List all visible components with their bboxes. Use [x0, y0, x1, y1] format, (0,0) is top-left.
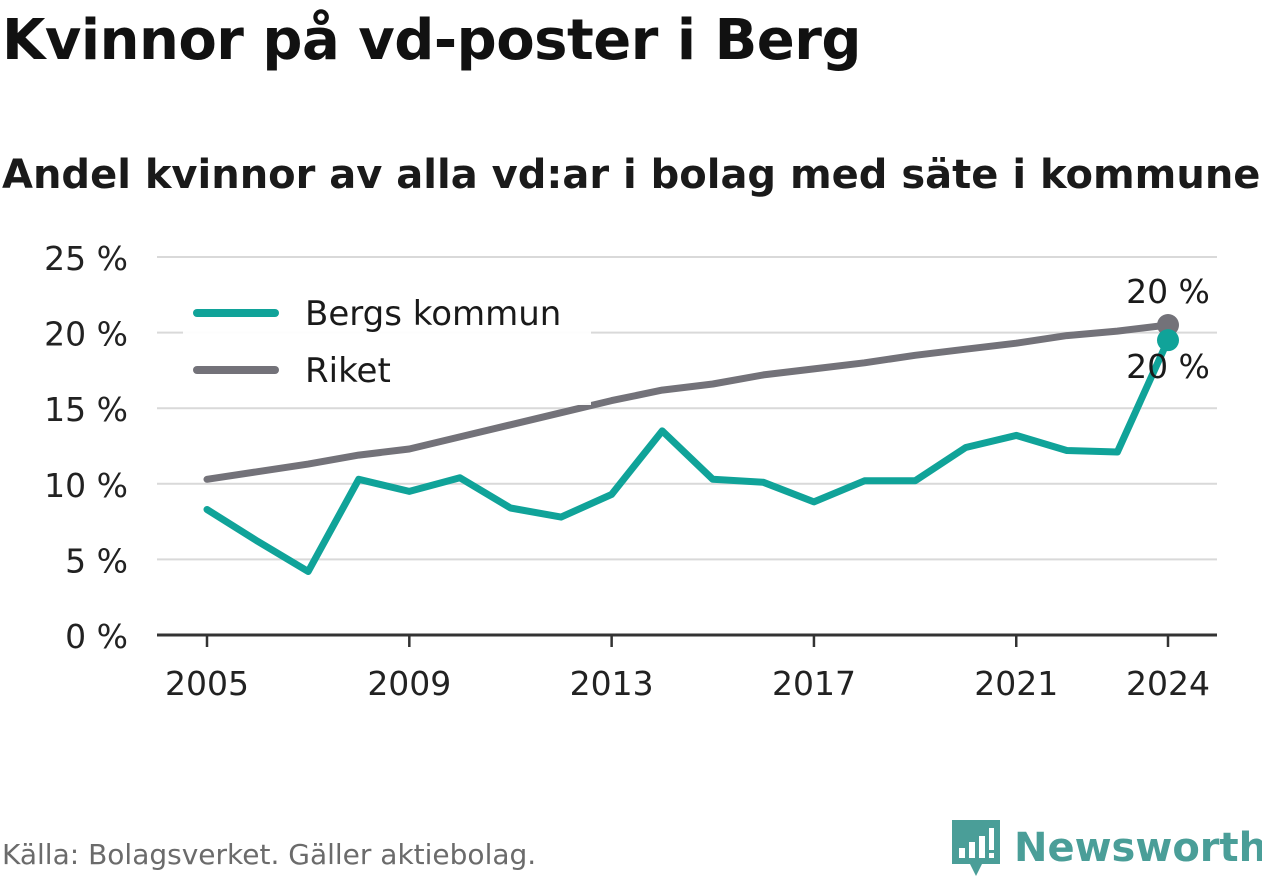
- legend-label: Bergs kommun: [305, 294, 561, 334]
- y-axis-ticks: 0 % 5 % 10 % 15 % 20 % 25 %: [44, 239, 128, 656]
- newsworthy-logo: Newsworthy: [950, 818, 1262, 878]
- chart-title: Kvinnor på vd-poster i Berg: [2, 8, 861, 73]
- series-line-riket: [203, 321, 1172, 483]
- legend-box: [183, 283, 591, 405]
- gridlines: [157, 256, 1217, 637]
- source-note: Källa: Bolagsverket. Gäller aktiebolag.: [2, 838, 537, 871]
- series-lines: [203, 321, 1172, 575]
- x-tick-label: 2024: [1126, 664, 1210, 703]
- x-axis-ticks: 2005 2009 2013 2017 2021 2024: [165, 635, 1210, 703]
- x-tick-label: 2013: [570, 664, 654, 703]
- y-tick-label: 10 %: [44, 466, 128, 505]
- x-tick-label: 2009: [367, 664, 451, 703]
- x-tick-label: 2005: [165, 664, 249, 703]
- end-value-label: 20 %: [1126, 347, 1210, 386]
- y-tick-label: 5 %: [65, 541, 128, 580]
- y-tick-label: 0 %: [65, 617, 128, 656]
- newsworthy-icon: [952, 820, 1000, 876]
- end-annotations: 20 % 20 %: [1126, 272, 1210, 386]
- end-marker-riket: [1157, 314, 1179, 337]
- newsworthy-wordmark: Newsworthy: [1014, 825, 1262, 871]
- y-tick-label: 15 %: [44, 390, 128, 429]
- chart-subtitle: Andel kvinnor av alla vd:ar i bolag med …: [2, 152, 1262, 198]
- x-tick-label: 2021: [974, 664, 1058, 703]
- y-tick-label: 20 %: [44, 315, 128, 354]
- end-marker-bergs-kommun: [1157, 329, 1179, 352]
- y-tick-label: 25 %: [44, 239, 128, 278]
- series-line-bergs-kommun: [203, 336, 1172, 575]
- legend-label: Riket: [305, 351, 391, 391]
- legend: Bergs kommun Riket: [183, 283, 591, 405]
- end-value-label: 20 %: [1126, 272, 1210, 311]
- x-tick-label: 2017: [772, 664, 856, 703]
